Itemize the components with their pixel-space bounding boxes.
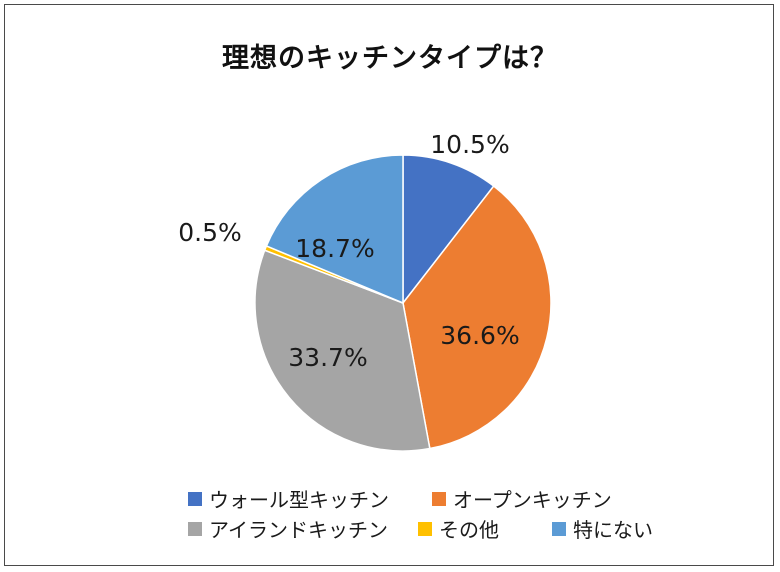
chart-title: 理想のキッチンタイプは？ xyxy=(222,43,558,74)
legend-item-open-kitchen: オープンキッチン xyxy=(432,484,612,513)
legend-label: 特にない xyxy=(573,518,653,542)
legend-label: ウォール型キッチン xyxy=(209,488,389,512)
legend-item-wall-kitchen: ウォール型キッチン xyxy=(188,484,389,513)
data-label: 18.7% xyxy=(295,234,374,263)
legend-swatch xyxy=(188,491,202,506)
legend-swatch xyxy=(432,491,446,506)
legend-item-island-kitchen: アイランドキッチン xyxy=(188,514,388,543)
legend-label: その他 xyxy=(439,518,499,542)
pie-slice xyxy=(254,249,431,452)
pie-slice xyxy=(402,185,552,450)
legend-item-none: 特にない xyxy=(552,514,653,543)
legend-label: オープンキッチン xyxy=(453,488,612,512)
data-label: 36.6% xyxy=(440,321,519,350)
labels-layer: 10.5% 36.6% 33.7% 0.5% 18.7% xyxy=(178,130,519,372)
legend-label: アイランドキッチン xyxy=(209,518,388,542)
legend-swatch xyxy=(552,521,566,536)
data-label: 0.5% xyxy=(178,218,242,247)
data-label: 33.7% xyxy=(288,343,367,372)
legend-swatch xyxy=(418,521,432,536)
pie-slice xyxy=(265,154,404,305)
slices-layer xyxy=(254,154,552,452)
pie-slice xyxy=(402,154,495,306)
data-label: 10.5% xyxy=(430,130,509,159)
legend-item-other: その他 xyxy=(418,514,499,543)
legend-swatch xyxy=(188,521,202,536)
